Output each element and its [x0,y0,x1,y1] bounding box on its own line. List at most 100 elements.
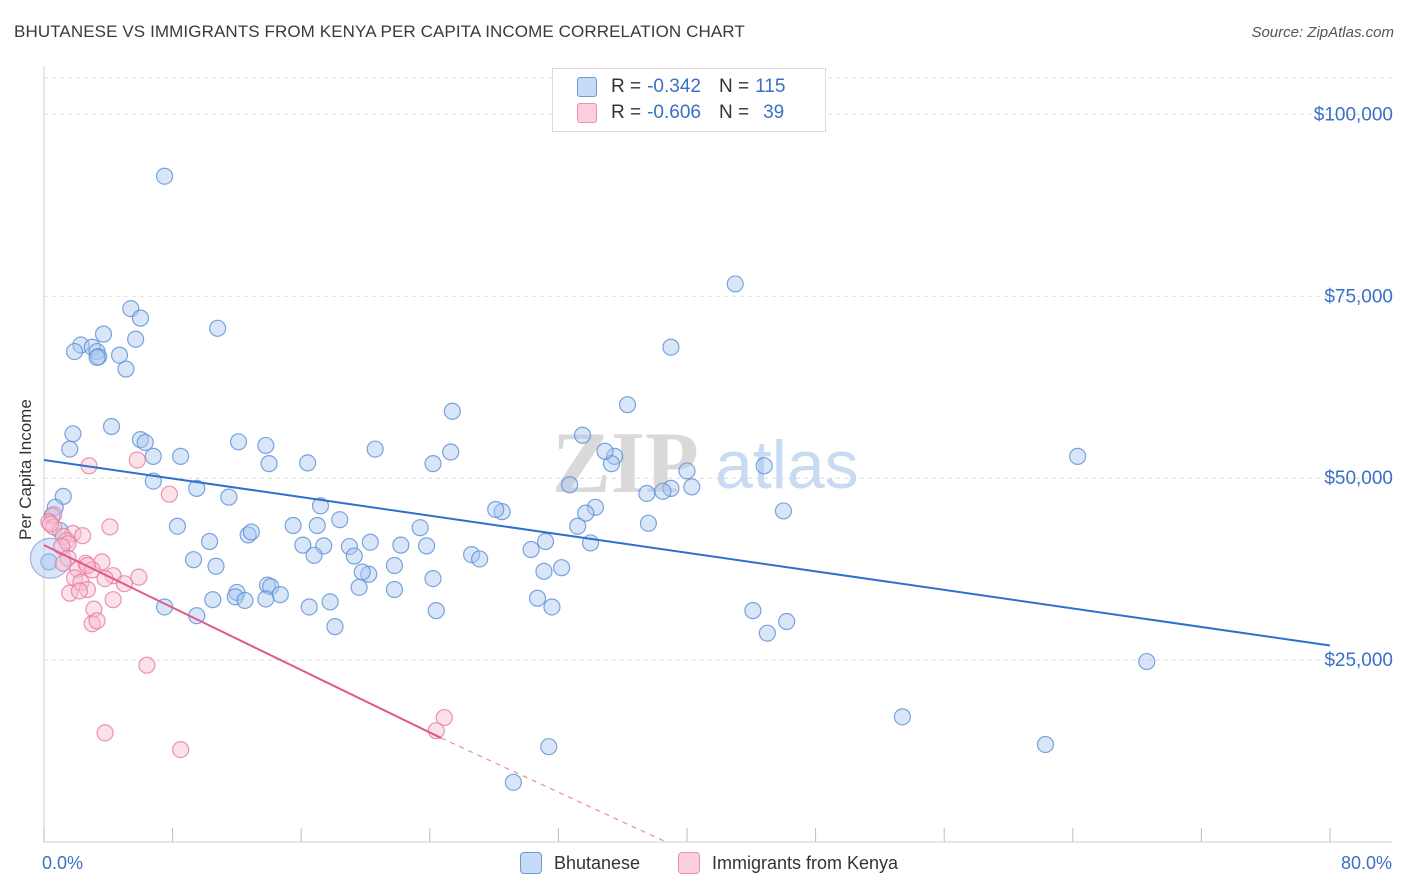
bhutanese-point [493,503,511,521]
bhutanese-point [200,532,219,551]
legend-row-kenya: R = -0.606 N = 39 [577,101,784,125]
bhutanese-point [573,426,592,444]
bhutanese-point [758,624,776,642]
legend-label-kenya: Immigrants from Kenya [712,852,899,873]
bhutanese-point [350,578,368,596]
bhutanese-point [569,517,587,535]
series-bhutanese [29,167,1156,791]
kenya-point [435,708,453,727]
bhutanese-point [392,536,410,554]
legend-n-label: N = [718,76,750,97]
bhutanese-point [326,618,344,636]
kenya-point [83,615,101,633]
bhutanese-point [172,447,190,465]
kenya-point [130,568,148,586]
bhutanese-point [207,557,225,575]
bhutanese-point [229,433,248,451]
x-axis-max-label: 80.0% [1340,853,1392,873]
bhutanese-point [586,498,604,516]
bhutanese-point [345,547,363,565]
bhutanese-point [65,342,84,361]
bhutanese-point [462,545,481,564]
legend-n-value: 39 [763,102,785,123]
bhutanese-point [144,447,162,465]
bhutanese-point [618,396,637,414]
bhutanese-point [102,417,121,436]
y-tick-labels: $25,000 $50,000 $75,000 $100,000 [1314,104,1393,671]
bhutanese-point [64,425,82,443]
bhutanese-point [299,454,317,472]
bhutanese-point [385,556,404,575]
kenya-point [128,451,146,469]
bhutanese-point [596,442,614,460]
legend-item-bhutanese[interactable]: Bhutanese [520,852,640,874]
bhutanese-point [662,338,680,356]
bhutanese-point [242,523,260,541]
axes [43,66,1392,843]
watermark-atlas: atlas [715,427,859,503]
bhutanese-point [353,563,371,581]
legend-swatch-kenya [577,103,597,123]
bhutanese-point [305,546,323,564]
x-axis-min-label: 0.0% [42,853,84,873]
y-axis-label: Per Capita Income [16,399,35,540]
bhutanese-point [308,516,326,535]
bhutanese-point [683,478,701,496]
bhutanese-point [136,433,154,452]
bhutanese-point [94,325,113,343]
legend-r-label: R = [611,102,642,123]
legend-swatch-bhutanese [577,77,597,97]
bhutanese-point [411,519,429,537]
bhutanese-point [257,436,275,455]
bhutanese-point [131,431,150,449]
bhutanese-point [528,589,547,607]
bhutanese-point [188,479,206,497]
bhutanese-point [536,532,555,551]
legend-row-bhutanese: R = -0.342 N = 115 [577,75,785,99]
bhutanese-point [361,533,379,551]
bhutanese-point [209,319,227,337]
bhutanese-point [893,708,912,726]
bhutanese-point [117,360,135,378]
bhutanese-point [220,488,238,506]
bhutanese-point [40,553,58,571]
legend-swatch-kenya [678,852,700,874]
legend-n-value: 115 [755,76,786,97]
bhutanese-point [236,591,254,610]
bhutanese-point [257,590,275,608]
kenya-point [73,527,92,545]
trend-line-kenya-extension [440,737,667,843]
y-tick-label: $25,000 [1324,650,1393,671]
bhutanese-point [127,330,145,348]
bhutanese-point [427,602,445,620]
bhutanese-point [366,440,384,458]
trend-lines [43,459,1331,843]
bhutanese-point [774,502,793,520]
bhutanese-point [443,402,461,420]
kenya-point [70,582,88,600]
legend-r-value: -0.342 [647,76,701,97]
y-tick-label: $100,000 [1314,104,1393,125]
bhutanese-point [522,540,540,559]
bhutanese-point [639,514,658,532]
bhutanese-point [417,537,436,555]
bhutanese-point [678,462,696,480]
bhutanese-point [184,551,203,569]
kenya-point [172,740,190,759]
legend-item-kenya[interactable]: Immigrants from Kenya [678,852,898,874]
bhutanese-point [424,455,442,473]
bhutanese-point [360,565,378,583]
bhutanese-point [504,773,522,791]
bhutanese-point [311,497,330,515]
grid-lines [44,77,1392,661]
bhutanese-point [561,476,579,494]
bhutanese-point [204,591,222,609]
bhutanese-point [535,562,553,580]
bhutanese-point [654,482,672,500]
kenya-point [96,724,114,742]
bhutanese-point [260,455,278,473]
series-legend: Bhutanese Immigrants from Kenya [0,852,1406,878]
bhutanese-point [1036,735,1055,754]
kenya-point [138,656,156,674]
legend-r-label: R = [611,76,642,97]
